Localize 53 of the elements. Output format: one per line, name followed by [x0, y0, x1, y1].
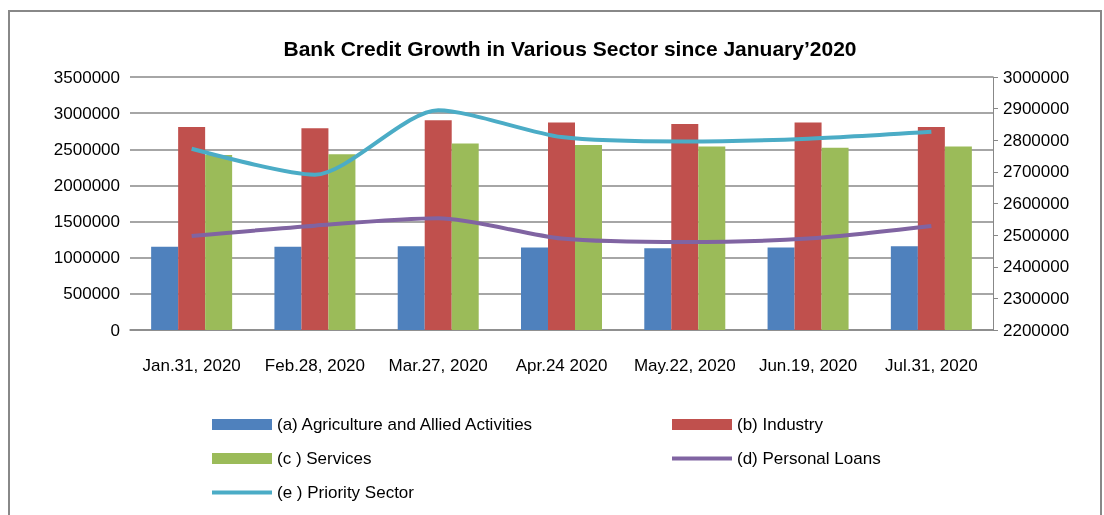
- x-tick-label: Jan.31, 2020: [142, 356, 241, 375]
- bar: [767, 247, 795, 330]
- bar: [890, 246, 918, 330]
- y2-tick-label: 2300000: [1003, 288, 1070, 308]
- bar: [521, 247, 548, 330]
- y2-tick-label: 2900000: [1003, 99, 1070, 119]
- y-tick-label: 2000000: [53, 175, 120, 195]
- y-tick-label: 0: [110, 320, 120, 340]
- y2-tick-label: 2600000: [1003, 194, 1070, 213]
- x-tick-label: Feb.28, 2020: [264, 356, 366, 375]
- bar: [644, 248, 672, 330]
- bar: [151, 246, 179, 330]
- y2-tick-label: 2800000: [1003, 130, 1070, 150]
- y2-tick-label: 2700000: [1003, 162, 1070, 182]
- bar: [424, 120, 452, 330]
- bar: [205, 155, 233, 330]
- bar: [301, 128, 329, 330]
- bar: [821, 147, 849, 330]
- y2-tick-label: 2400000: [1003, 257, 1070, 277]
- legend-label: (c ) Services: [277, 449, 372, 468]
- y2-tick-label: 3000000: [1003, 67, 1070, 87]
- bar: [548, 122, 575, 330]
- y-tick-label: 500000: [63, 284, 120, 304]
- y-tick-label: 3500000: [53, 67, 120, 87]
- legend-label: (e ) Priority Sector: [277, 483, 415, 502]
- x-tick-label: Mar.27, 2020: [388, 356, 488, 375]
- y2-tick-label: 2500000: [1003, 225, 1070, 245]
- y2-tick-label: 2200000: [1003, 320, 1070, 340]
- bar: [917, 126, 945, 330]
- y-tick-label: 2500000: [53, 139, 120, 159]
- bar: [944, 146, 972, 330]
- bar: [451, 143, 479, 330]
- bar: [178, 126, 206, 330]
- bar: [794, 122, 822, 330]
- x-tick-label: May.22, 2020: [633, 356, 736, 375]
- line-series: [189, 216, 934, 245]
- y-tick-label: 1000000: [53, 248, 120, 268]
- bar: [575, 144, 602, 330]
- legend-label: (d) Personal Loans: [737, 449, 881, 468]
- legend-label: (b) Industry: [737, 415, 824, 434]
- y-tick-label: 1500000: [53, 212, 120, 232]
- bar: [274, 246, 302, 330]
- x-tick-label: Jul.31, 2020: [885, 356, 978, 375]
- x-tick-label: Jun.19, 2020: [758, 356, 858, 375]
- bar: [698, 146, 726, 330]
- bar: [671, 123, 699, 330]
- y-tick-label: 3000000: [53, 103, 120, 123]
- bar: [397, 246, 425, 330]
- legend-label: (a) Agriculture and Allied Activities: [277, 415, 533, 434]
- chart-title: Bank Credit Growth in Various Sector since January’2020: [283, 37, 857, 60]
- x-tick-label: Apr.24 2020: [515, 356, 608, 375]
- bar: [328, 154, 356, 330]
- line-series: [189, 108, 934, 177]
